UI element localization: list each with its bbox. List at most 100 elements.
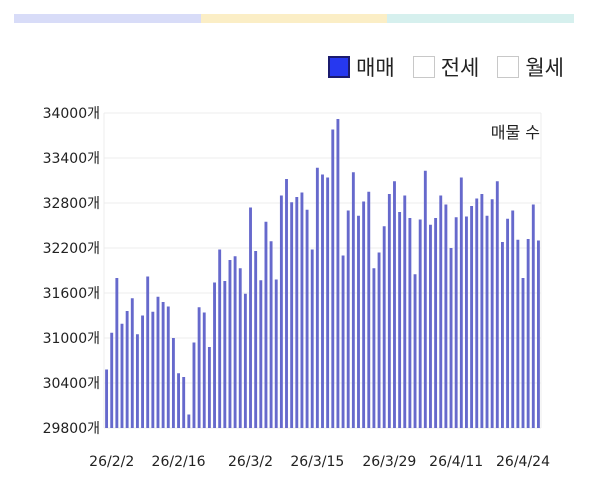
bar-21[interactable] xyxy=(213,282,216,429)
y-tick-label-0: 29800개 xyxy=(43,421,100,437)
legend-item-jeonse[interactable]: 전세 xyxy=(412,52,480,82)
bar-14[interactable] xyxy=(177,373,180,428)
bar-13[interactable] xyxy=(171,338,175,428)
bar-42[interactable] xyxy=(321,174,324,429)
bar-69[interactable] xyxy=(459,177,463,429)
bar-61[interactable] xyxy=(418,219,422,429)
tab-segment-sale[interactable] xyxy=(14,14,201,23)
bar-11[interactable] xyxy=(161,302,165,428)
legend-checkbox-sale[interactable] xyxy=(328,56,351,78)
bar-60[interactable] xyxy=(413,274,417,428)
bar-74[interactable] xyxy=(485,215,489,428)
bar-79[interactable] xyxy=(511,210,515,429)
bar-37[interactable] xyxy=(295,197,299,428)
bar-27[interactable] xyxy=(243,293,247,428)
bar-52[interactable] xyxy=(372,268,376,428)
bar-10[interactable] xyxy=(156,296,160,428)
bar-28[interactable] xyxy=(249,207,252,429)
bar-5[interactable] xyxy=(130,298,134,428)
x-tick-label-6: 26/4/24 xyxy=(496,454,550,470)
bar-77[interactable] xyxy=(501,242,504,428)
bar-81[interactable] xyxy=(521,278,525,428)
bar-26[interactable] xyxy=(238,268,242,428)
bar-51[interactable] xyxy=(367,191,371,428)
bar-17[interactable] xyxy=(192,342,196,429)
bar-35[interactable] xyxy=(285,179,288,428)
bar-73[interactable] xyxy=(480,194,484,428)
bar-33[interactable] xyxy=(274,279,278,429)
bar-43[interactable] xyxy=(326,177,330,429)
legend-checkbox-jeonse[interactable] xyxy=(412,56,435,78)
bar-9[interactable] xyxy=(151,311,155,428)
tab-segment-monthly[interactable] xyxy=(387,14,575,23)
bar-75[interactable] xyxy=(490,199,494,428)
bar-40[interactable] xyxy=(310,249,314,429)
bar-15[interactable] xyxy=(182,377,186,428)
bar-48[interactable] xyxy=(351,172,355,428)
bar-46[interactable] xyxy=(341,255,345,429)
bar-57[interactable] xyxy=(398,212,402,428)
chart-bars xyxy=(105,119,540,428)
bar-55[interactable] xyxy=(387,194,391,428)
bar-24[interactable] xyxy=(228,260,232,428)
bar-36[interactable] xyxy=(290,202,294,428)
y-axis-ticks: 29800개 30400개 31000개 31600개 32200개 32800개 3340… xyxy=(43,106,100,437)
bar-0[interactable] xyxy=(105,369,109,429)
bar-68[interactable] xyxy=(454,217,458,428)
bar-22[interactable] xyxy=(218,249,222,429)
legend-item-monthly[interactable]: 월세 xyxy=(497,52,564,82)
legend-checkbox-monthly[interactable] xyxy=(497,56,520,78)
bar-16[interactable] xyxy=(187,414,191,429)
bar-8[interactable] xyxy=(146,276,150,429)
bar-78[interactable] xyxy=(506,218,510,428)
bar-4[interactable] xyxy=(125,311,129,428)
bar-59[interactable] xyxy=(408,218,412,428)
bar-39[interactable] xyxy=(305,209,309,428)
bar-41[interactable] xyxy=(315,167,319,428)
bar-18[interactable] xyxy=(197,307,201,428)
bar-2[interactable] xyxy=(115,278,119,428)
bar-62[interactable] xyxy=(423,170,427,428)
bar-7[interactable] xyxy=(141,315,144,429)
bar-29[interactable] xyxy=(254,251,258,428)
bar-19[interactable] xyxy=(202,312,206,429)
legend-item-sale[interactable]: 매매 xyxy=(328,52,395,82)
y-tick-label-6: 33400개 xyxy=(43,151,100,167)
bar-83[interactable] xyxy=(531,204,535,429)
bar-56[interactable] xyxy=(393,181,396,428)
bar-20[interactable] xyxy=(207,347,211,428)
bar-71[interactable] xyxy=(470,206,474,428)
bar-84[interactable] xyxy=(536,240,540,429)
bar-63[interactable] xyxy=(429,224,432,428)
bar-53[interactable] xyxy=(377,252,381,429)
tab-segment-jeonse[interactable] xyxy=(200,14,388,23)
bar-58[interactable] xyxy=(403,195,407,429)
bar-50[interactable] xyxy=(362,201,366,429)
bar-3[interactable] xyxy=(120,323,124,428)
bar-49[interactable] xyxy=(357,215,360,428)
bar-34[interactable] xyxy=(279,195,283,429)
bar-70[interactable] xyxy=(465,216,468,429)
bar-76[interactable] xyxy=(495,181,499,428)
bar-45[interactable] xyxy=(336,119,340,428)
bar-82[interactable] xyxy=(526,239,530,428)
bar-66[interactable] xyxy=(444,204,448,429)
bar-32[interactable] xyxy=(269,241,273,428)
bar-25[interactable] xyxy=(233,256,237,428)
bar-1[interactable] xyxy=(110,332,114,428)
bar-30[interactable] xyxy=(259,280,263,428)
bar-67[interactable] xyxy=(449,248,453,428)
bar-38[interactable] xyxy=(300,192,304,429)
bar-47[interactable] xyxy=(346,210,350,429)
bar-64[interactable] xyxy=(434,218,438,428)
bar-31[interactable] xyxy=(264,221,268,428)
bar-54[interactable] xyxy=(382,226,386,428)
legend-label-jeonse: 전세 xyxy=(440,56,480,80)
bar-6[interactable] xyxy=(135,334,139,428)
bar-72[interactable] xyxy=(475,198,479,429)
bar-44[interactable] xyxy=(331,129,335,429)
bar-80[interactable] xyxy=(516,239,520,428)
bar-12[interactable] xyxy=(166,306,170,429)
bar-23[interactable] xyxy=(223,281,227,428)
bar-65[interactable] xyxy=(439,195,443,429)
